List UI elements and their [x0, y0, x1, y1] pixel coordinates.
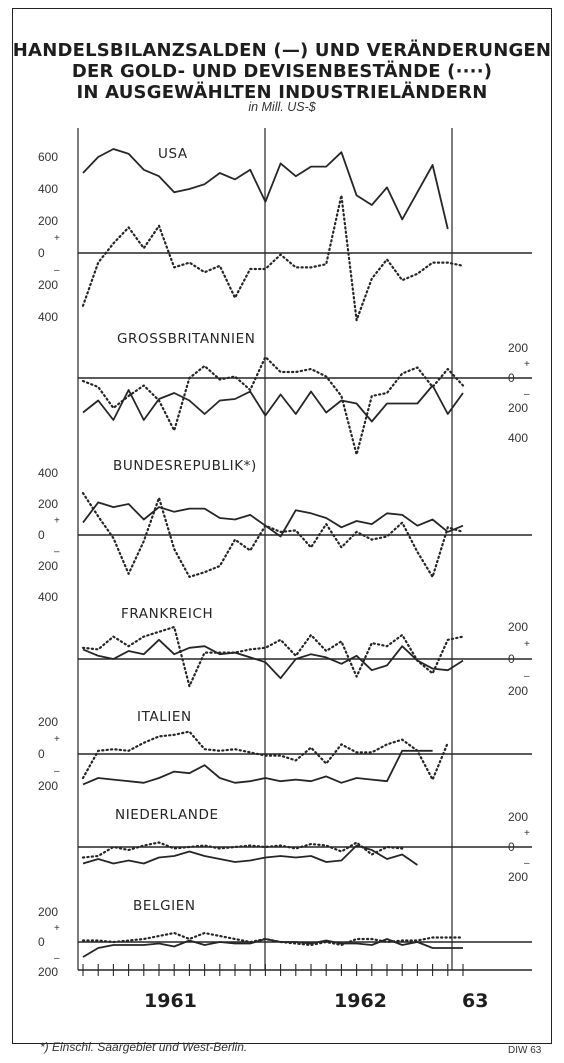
- series-line-solid: [82, 148, 449, 230]
- y-tick-label: 200: [38, 715, 58, 729]
- y-tick-label: 200: [508, 810, 528, 824]
- y-tick-label: +: [524, 828, 530, 839]
- y-tick-label: –: [54, 265, 60, 276]
- series-line-dotted: [81, 355, 465, 456]
- panel-title: NIEDERLANDE: [115, 807, 219, 823]
- panel-usa: USA 600 400 200 +0– 200 400: [38, 146, 532, 324]
- y-tick-label: –: [524, 671, 530, 682]
- y-tick-label: 0: [38, 528, 45, 542]
- panel-title: GROSSBRITANNIEN: [117, 331, 255, 347]
- y-tick-label: 400: [508, 431, 528, 445]
- y-tick-label: –: [54, 547, 60, 558]
- y-tick-label: 400: [38, 466, 58, 480]
- panel-niederlande: NIEDERLANDE 200+0–200: [78, 807, 532, 884]
- y-tick-label: +: [54, 516, 60, 527]
- y-tick-label: +: [524, 359, 530, 370]
- year-label-1961: 1961: [144, 990, 197, 1012]
- panel-title: FRANKREICH: [121, 606, 213, 622]
- y-tick-label: 200: [508, 620, 528, 634]
- year-label-1963: 63: [462, 990, 489, 1012]
- y-tick-label: +: [524, 639, 530, 650]
- y-tick-label: 200: [38, 278, 58, 292]
- title-line-1: HANDELSBILANZSALDEN (—) UND VERÄNDERUNGE…: [12, 40, 552, 61]
- series-line-solid: [82, 638, 464, 680]
- panel-title: USA: [158, 146, 188, 162]
- series-line-solid: [82, 384, 464, 423]
- y-tick-label: 0: [38, 747, 45, 761]
- y-tick-label: –: [524, 389, 530, 400]
- y-tick-label: 200: [508, 684, 528, 698]
- y-tick-label: 200: [508, 870, 528, 884]
- y-tick-label: 0: [508, 371, 515, 385]
- y-tick-label: 200: [38, 905, 58, 919]
- chart-frame: [12, 8, 552, 1044]
- y-tick-label: +: [54, 734, 60, 745]
- title-line-2: DER GOLD- UND DEVISENBESTÄNDE (····): [71, 61, 493, 82]
- y-tick-label: +: [54, 923, 60, 934]
- y-tick-label: –: [524, 858, 530, 869]
- y-tick-label: 0: [508, 840, 515, 854]
- panel-title: BELGIEN: [133, 898, 196, 914]
- series-line-solid: [82, 749, 433, 786]
- y-tick-label: 400: [38, 310, 58, 324]
- series-line-dotted: [81, 194, 465, 322]
- y-tick-label: 600: [38, 150, 58, 164]
- source-label: DIW 63: [508, 1045, 542, 1056]
- series-line-dotted: [81, 492, 465, 579]
- y-tick-label: –: [54, 953, 60, 964]
- y-tick-label: 0: [38, 935, 45, 949]
- title-line-3: IN AUSGEWÄHLTEN INDUSTRIELÄNDERN: [76, 82, 488, 103]
- panel-frankreich: FRANKREICH 200 +0– 200: [78, 606, 532, 698]
- y-tick-label: 400: [38, 182, 58, 196]
- panel-title: ITALIEN: [137, 709, 192, 725]
- y-tick-label: 0: [38, 246, 45, 260]
- y-tick-label: 200: [38, 965, 58, 979]
- series-line-solid: [82, 501, 464, 538]
- y-tick-label: 400: [38, 590, 58, 604]
- y-tick-label: 200: [38, 214, 58, 228]
- y-tick-label: 200: [38, 779, 58, 793]
- y-tick-label: –: [54, 766, 60, 777]
- y-tick-label: 200: [508, 401, 528, 415]
- panel-title: BUNDESREPUBLIK*): [113, 458, 257, 474]
- y-tick-label: 200: [38, 559, 58, 573]
- series-line-dotted: [81, 730, 449, 781]
- footnote: *) Einschl. Saargebiet und West-Berlin.: [40, 1040, 248, 1054]
- y-tick-label: +: [54, 233, 60, 244]
- series-line-dotted: [81, 841, 404, 859]
- y-tick-label: 200: [38, 497, 58, 511]
- unit-label: in Mill. US-$: [248, 100, 316, 114]
- year-label-1962: 1962: [334, 990, 387, 1012]
- y-tick-label: 200: [508, 341, 528, 355]
- panel-italien: ITALIEN 200 +0– 200: [38, 709, 532, 793]
- y-tick-label: 0: [508, 652, 515, 666]
- series-line-dotted: [81, 931, 465, 947]
- series-line-dotted: [81, 625, 465, 688]
